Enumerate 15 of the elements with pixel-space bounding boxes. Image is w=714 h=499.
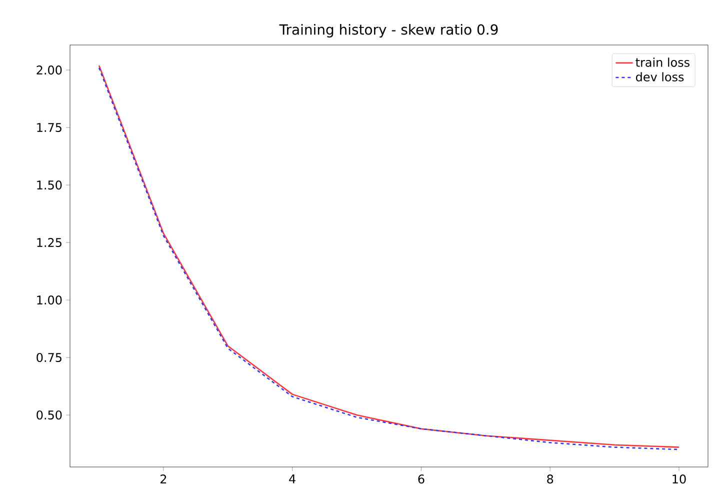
- x-tick-label: 10: [672, 474, 686, 484]
- x-tick-label: 4: [289, 474, 296, 484]
- y-tick-label: 1.00: [37, 296, 62, 305]
- y-tick-label: 1.25: [37, 238, 62, 248]
- y-tick-label: 1.75: [37, 123, 62, 132]
- y-tick-label: 0.50: [36, 410, 62, 420]
- y-tick-label: 1.50: [37, 180, 62, 190]
- chart-title: Training history - skew ratio 0.9: [279, 24, 498, 38]
- y-tick-label: 2.00: [36, 66, 62, 75]
- legend-label: dev loss: [636, 72, 684, 82]
- legend-label: train loss: [636, 58, 690, 67]
- x-tick-label: 6: [418, 474, 424, 484]
- x-tick-label: 8: [547, 474, 554, 484]
- y-tick-label: 0.75: [36, 352, 62, 362]
- x-tick-label: 2: [160, 474, 166, 484]
